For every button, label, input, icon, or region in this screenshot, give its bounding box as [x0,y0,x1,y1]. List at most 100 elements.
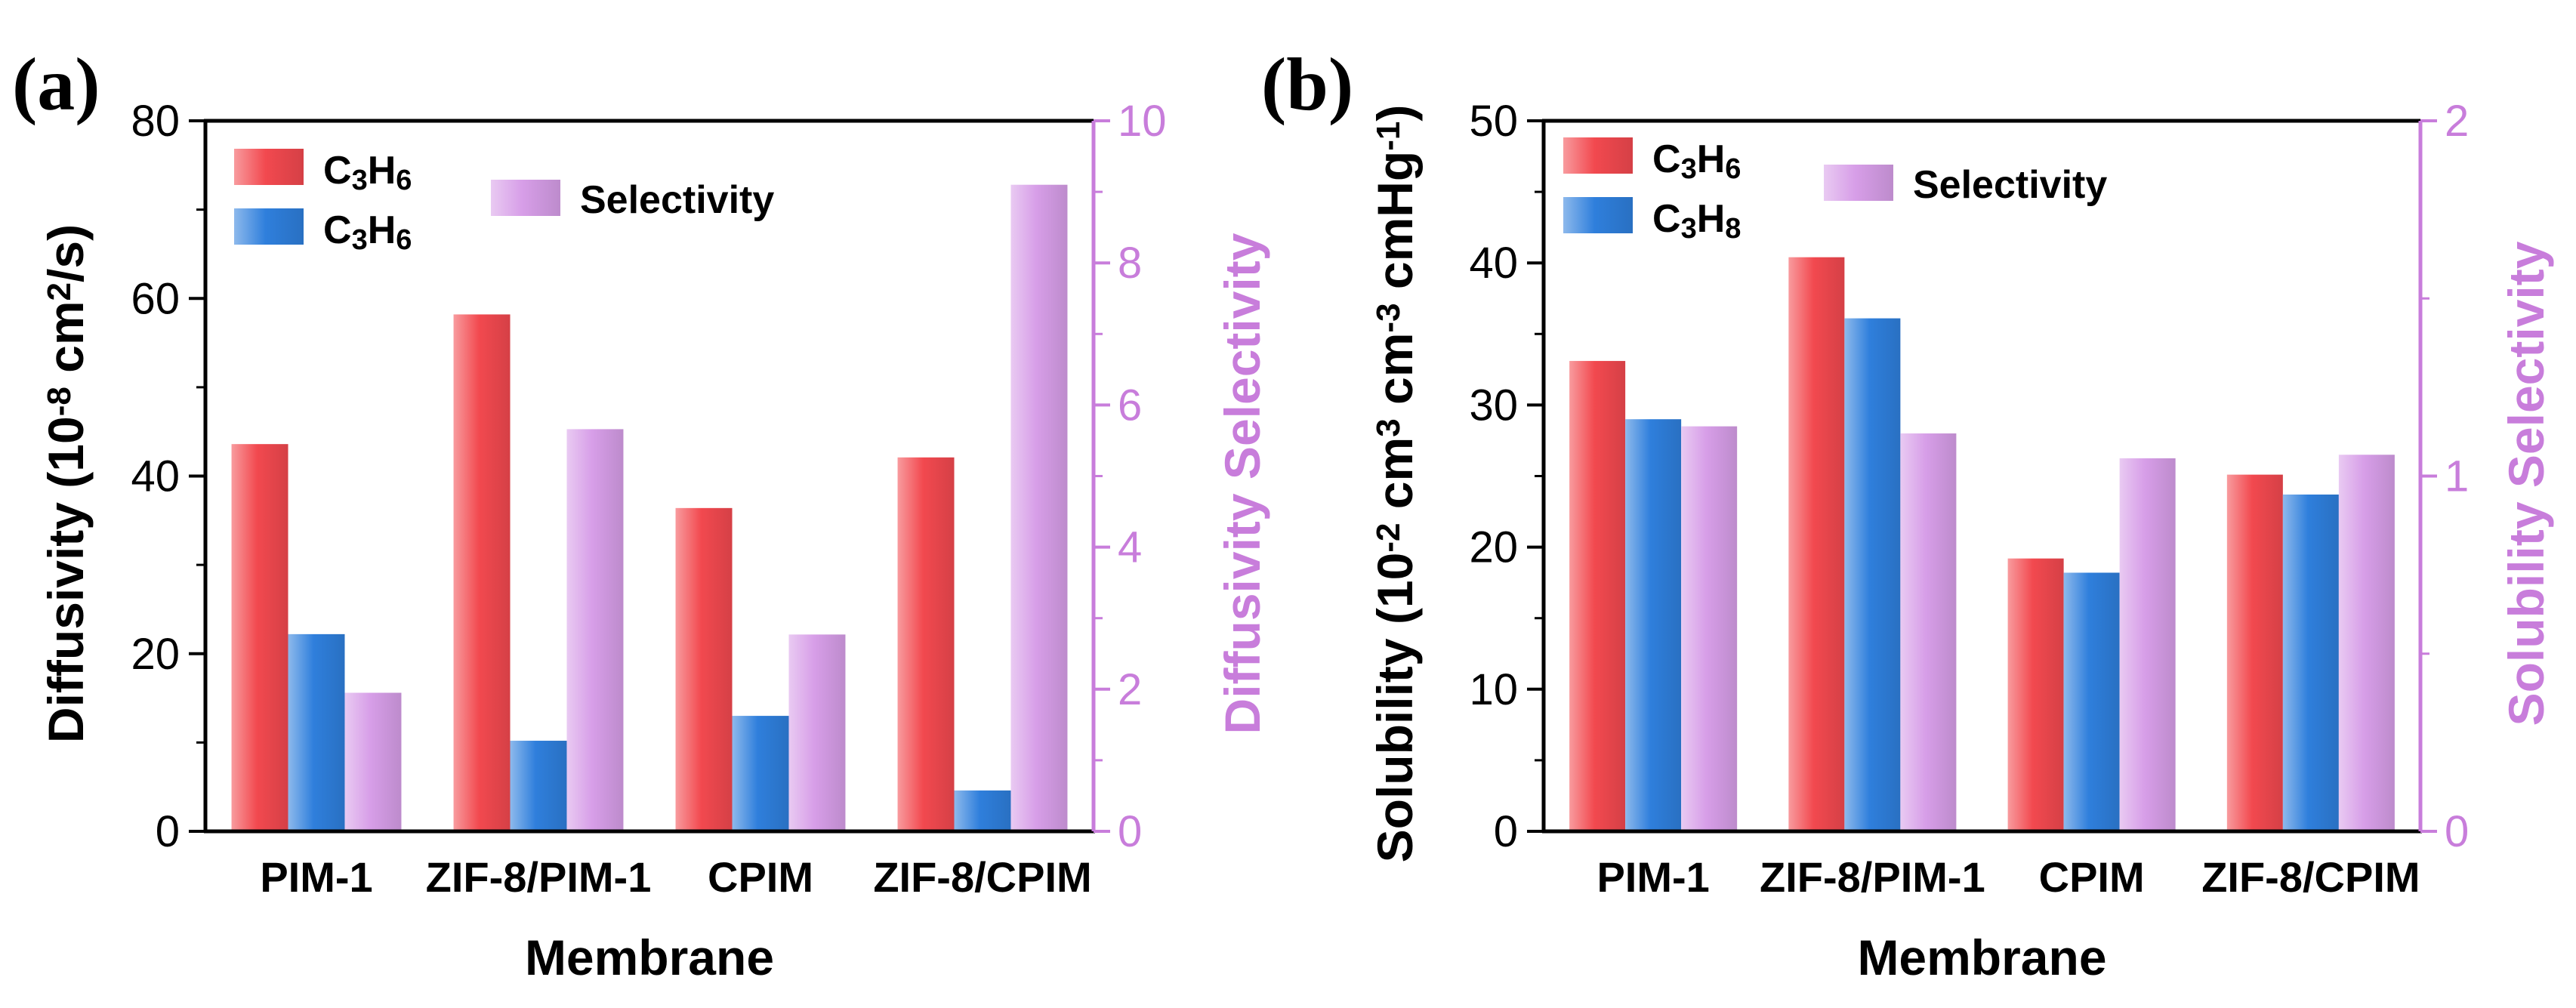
bar-c3h6-zif-8/pim-1 [1788,257,1845,831]
script-part: -1 [1370,122,1407,151]
category-label: ZIF-8/PIM-1 [426,853,652,901]
text-part: Solubility (10 [1367,553,1423,863]
legend-swatch-0 [234,149,304,185]
y-tick-label: 50 [1469,97,1518,146]
text-part: H [368,208,396,252]
text-part: H [1697,137,1726,181]
script-part: 6 [396,224,412,256]
script-part: -3 [1370,303,1407,332]
text-part: cmHg [1367,151,1423,304]
y-right-tick-label: 1 [2445,452,2469,501]
y-right-tick-label: 8 [1118,239,1142,288]
bar-c3h8-zif-8/cpim [2282,494,2339,831]
category-label: ZIF-8/PIM-1 [1760,853,1985,901]
y-tick-label: 40 [131,452,180,501]
y-right-axis-title: Solubility Selectivity [2498,241,2554,726]
bar-c3h6-zif-8/cpim [2226,474,2283,831]
bar-selectivity-cpim [788,634,846,831]
text-part: C [1652,137,1681,181]
bar-selectivity-zif-8/pim-1 [566,429,624,831]
legend-label-0: C3H6 [323,149,412,196]
bar-c3h8-zif-8/pim-1 [1844,318,1901,831]
panel-label: (b) [1261,42,1353,126]
bar-selectivity-pim-1 [344,692,402,831]
x-axis-title: Membrane [525,929,774,985]
legend-label-selectivity: Selectivity [1913,163,2107,207]
y-tick-label: 0 [1494,807,1518,856]
y-right-tick-label: 0 [2445,807,2469,856]
text-part: H [368,149,396,193]
legend-swatch-0 [1563,137,1633,174]
panel-b: (b)PIM-1 ZIF-8/PIM-1 CPIM ZIF-8/CPIM0102030… [1261,42,2554,985]
text-part: /s) [38,224,94,282]
bar-c3h6-pim-1 [1569,361,1626,832]
script-part: 6 [1725,153,1741,185]
bar-c3h8-pim-1 [1625,419,1682,831]
category-label: CPIM [708,853,813,901]
script-part: 3 [1681,153,1697,185]
legend-swatch-1 [1563,197,1633,233]
category-label: CPIM [2039,853,2145,901]
panel-a: (a)PIM-1 ZIF-8/PIM-1 CPIM ZIF-8/CPIM0204060… [12,42,1270,985]
y-right-tick-label: 6 [1118,381,1142,430]
legend-label-0: C3H6 [1652,137,1741,185]
legend-swatch-1 [234,208,304,245]
script-part: 3 [352,165,368,196]
bar-selectivity-zif-8/pim-1 [1900,433,1957,831]
bar-selectivity-pim-1 [1681,426,1738,831]
bar-c3h6-zif-8/pim-1 [453,314,511,831]
y-tick-label: 10 [1469,665,1518,714]
category-label: PIM-1 [260,853,372,901]
category-label: ZIF-8/CPIM [873,853,1091,901]
y-tick-label: 30 [1469,381,1518,430]
text-part: ) [1367,105,1423,122]
text-part: H [1697,197,1726,241]
legend-swatch-selectivity [1824,165,1893,201]
text-part: cm [1367,437,1423,523]
category-label: ZIF-8/CPIM [2201,853,2420,901]
legend-label-1: C3H6 [323,208,412,256]
y-tick-label: 0 [156,807,180,856]
script-part: 3 [352,224,368,256]
bar-selectivity-cpim [2119,458,2176,831]
y-tick-label: 40 [1469,239,1518,288]
y-axis-title: Diffusivity (10-8 cm2/s) [38,224,94,743]
y-right-axis-title: Diffusivity Selectivity [1214,233,1270,734]
legend-swatch-selectivity [491,180,560,216]
y-right-tick-label: 10 [1118,97,1167,146]
bar-c3h6-pim-1 [288,633,345,831]
script-part: 3 [1370,418,1407,436]
bar-selectivity-zif-8/cpim [2338,455,2395,831]
bar-c3h6-zif-8/cpim [897,457,955,831]
y-right-tick-label: 2 [2445,97,2469,146]
bar-selectivity-zif-8/cpim [1010,184,1068,831]
y-tick-label: 80 [131,97,180,146]
text-part: Diffusivity (10 [38,416,94,743]
legend-label-1: C3H8 [1652,197,1741,245]
text-part: C [323,149,352,193]
script-part: 2 [41,282,78,301]
script-part: 8 [1725,213,1741,245]
bar-c3h6-cpim [675,507,733,831]
y-tick-label: 60 [131,274,180,323]
y-right-tick-label: 2 [1118,665,1142,714]
script-part: 6 [396,165,412,196]
script-part: -2 [1370,523,1407,553]
bar-c3h6-zif-8/pim-1 [510,741,567,831]
y-right-tick-label: 0 [1118,807,1142,856]
bar-c3h6-cpim [2007,558,2064,831]
y-right-tick-label: 4 [1118,523,1142,572]
y-tick-label: 20 [131,630,180,679]
text-part: cm [38,301,94,387]
category-label: PIM-1 [1597,853,1709,901]
bar-c3h6-cpim [732,716,789,831]
text-part: C [1652,197,1681,241]
script-part: -8 [41,387,78,416]
y-axis-title: Solubility (10-2 cm3 cm-3 cmHg-1) [1367,105,1423,863]
script-part: 3 [1681,213,1697,245]
legend-label-selectivity: Selectivity [580,178,774,222]
bar-c3h6-pim-1 [231,444,288,831]
